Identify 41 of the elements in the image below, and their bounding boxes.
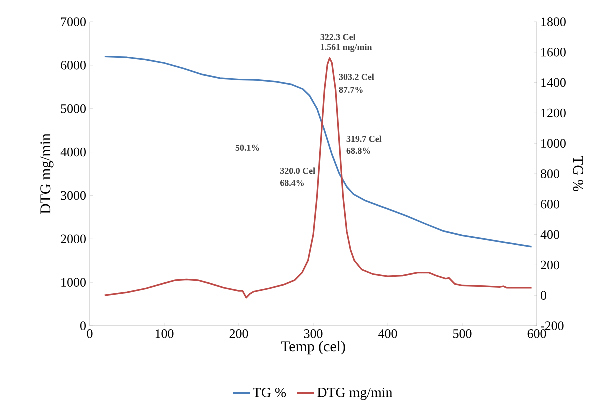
y2-tick-label: 400 [540, 230, 560, 240]
legend-label: DTG mg/min [318, 388, 393, 400]
x-tick-label: 300 [304, 330, 323, 338]
y2-tick-label: 1200 [542, 108, 566, 118]
y2-tick-label: 1800 [542, 18, 566, 26]
y2-tick-label: 1400 [542, 78, 566, 88]
y-axis-title: DTG mg/min [40, 134, 54, 214]
annotation: 1.561 mg/min [321, 44, 372, 52]
y2-tick-label: 600 [541, 200, 560, 209]
annotation: 50.1% [236, 144, 260, 151]
y-tick-label: 3000 [61, 191, 86, 200]
y-tick-label: 0 [80, 322, 86, 330]
annotation: 68.4% [280, 180, 304, 186]
annotation: 303.2 Cel [339, 74, 374, 80]
y-tick-label: 1000 [62, 278, 86, 287]
y2-tick-label: -200 [541, 322, 564, 330]
y2-tick-label: 800 [541, 170, 560, 178]
y-tick-label: 5000 [61, 104, 86, 114]
x-axis-title: Temp (cel) [281, 341, 346, 355]
y-tick-label: 6000 [61, 61, 86, 70]
annotation: 68.8% [346, 148, 370, 154]
y-tick-label: 2000 [61, 234, 86, 244]
annotation: 87.7% [339, 86, 363, 94]
y2-tick-label: 1000 [542, 139, 566, 148]
x-tick-label: 200 [230, 330, 248, 338]
y2-tick-label: 0 [541, 291, 547, 300]
x-tick-label: 400 [378, 330, 398, 338]
x-tick-label: 100 [156, 330, 174, 338]
annotation: 319.7 Cel [346, 136, 382, 142]
y-tick-label: 7000 [61, 18, 86, 26]
x-tick-label: 0 [87, 330, 93, 338]
y2-tick-label: 200 [541, 260, 560, 270]
y2-tick-label: 1600 [542, 48, 566, 57]
legend-label: TG % [253, 388, 286, 398]
y-tick-label: 4000 [60, 148, 86, 157]
line-series [104, 58, 533, 299]
annotation: 322.3 Cel [320, 34, 356, 40]
x-tick-label: 500 [454, 330, 472, 338]
y2-axis-title: TG % [573, 156, 584, 192]
x-tick-label: 600 [528, 330, 546, 338]
annotation: 320.0 Cel [280, 168, 316, 174]
